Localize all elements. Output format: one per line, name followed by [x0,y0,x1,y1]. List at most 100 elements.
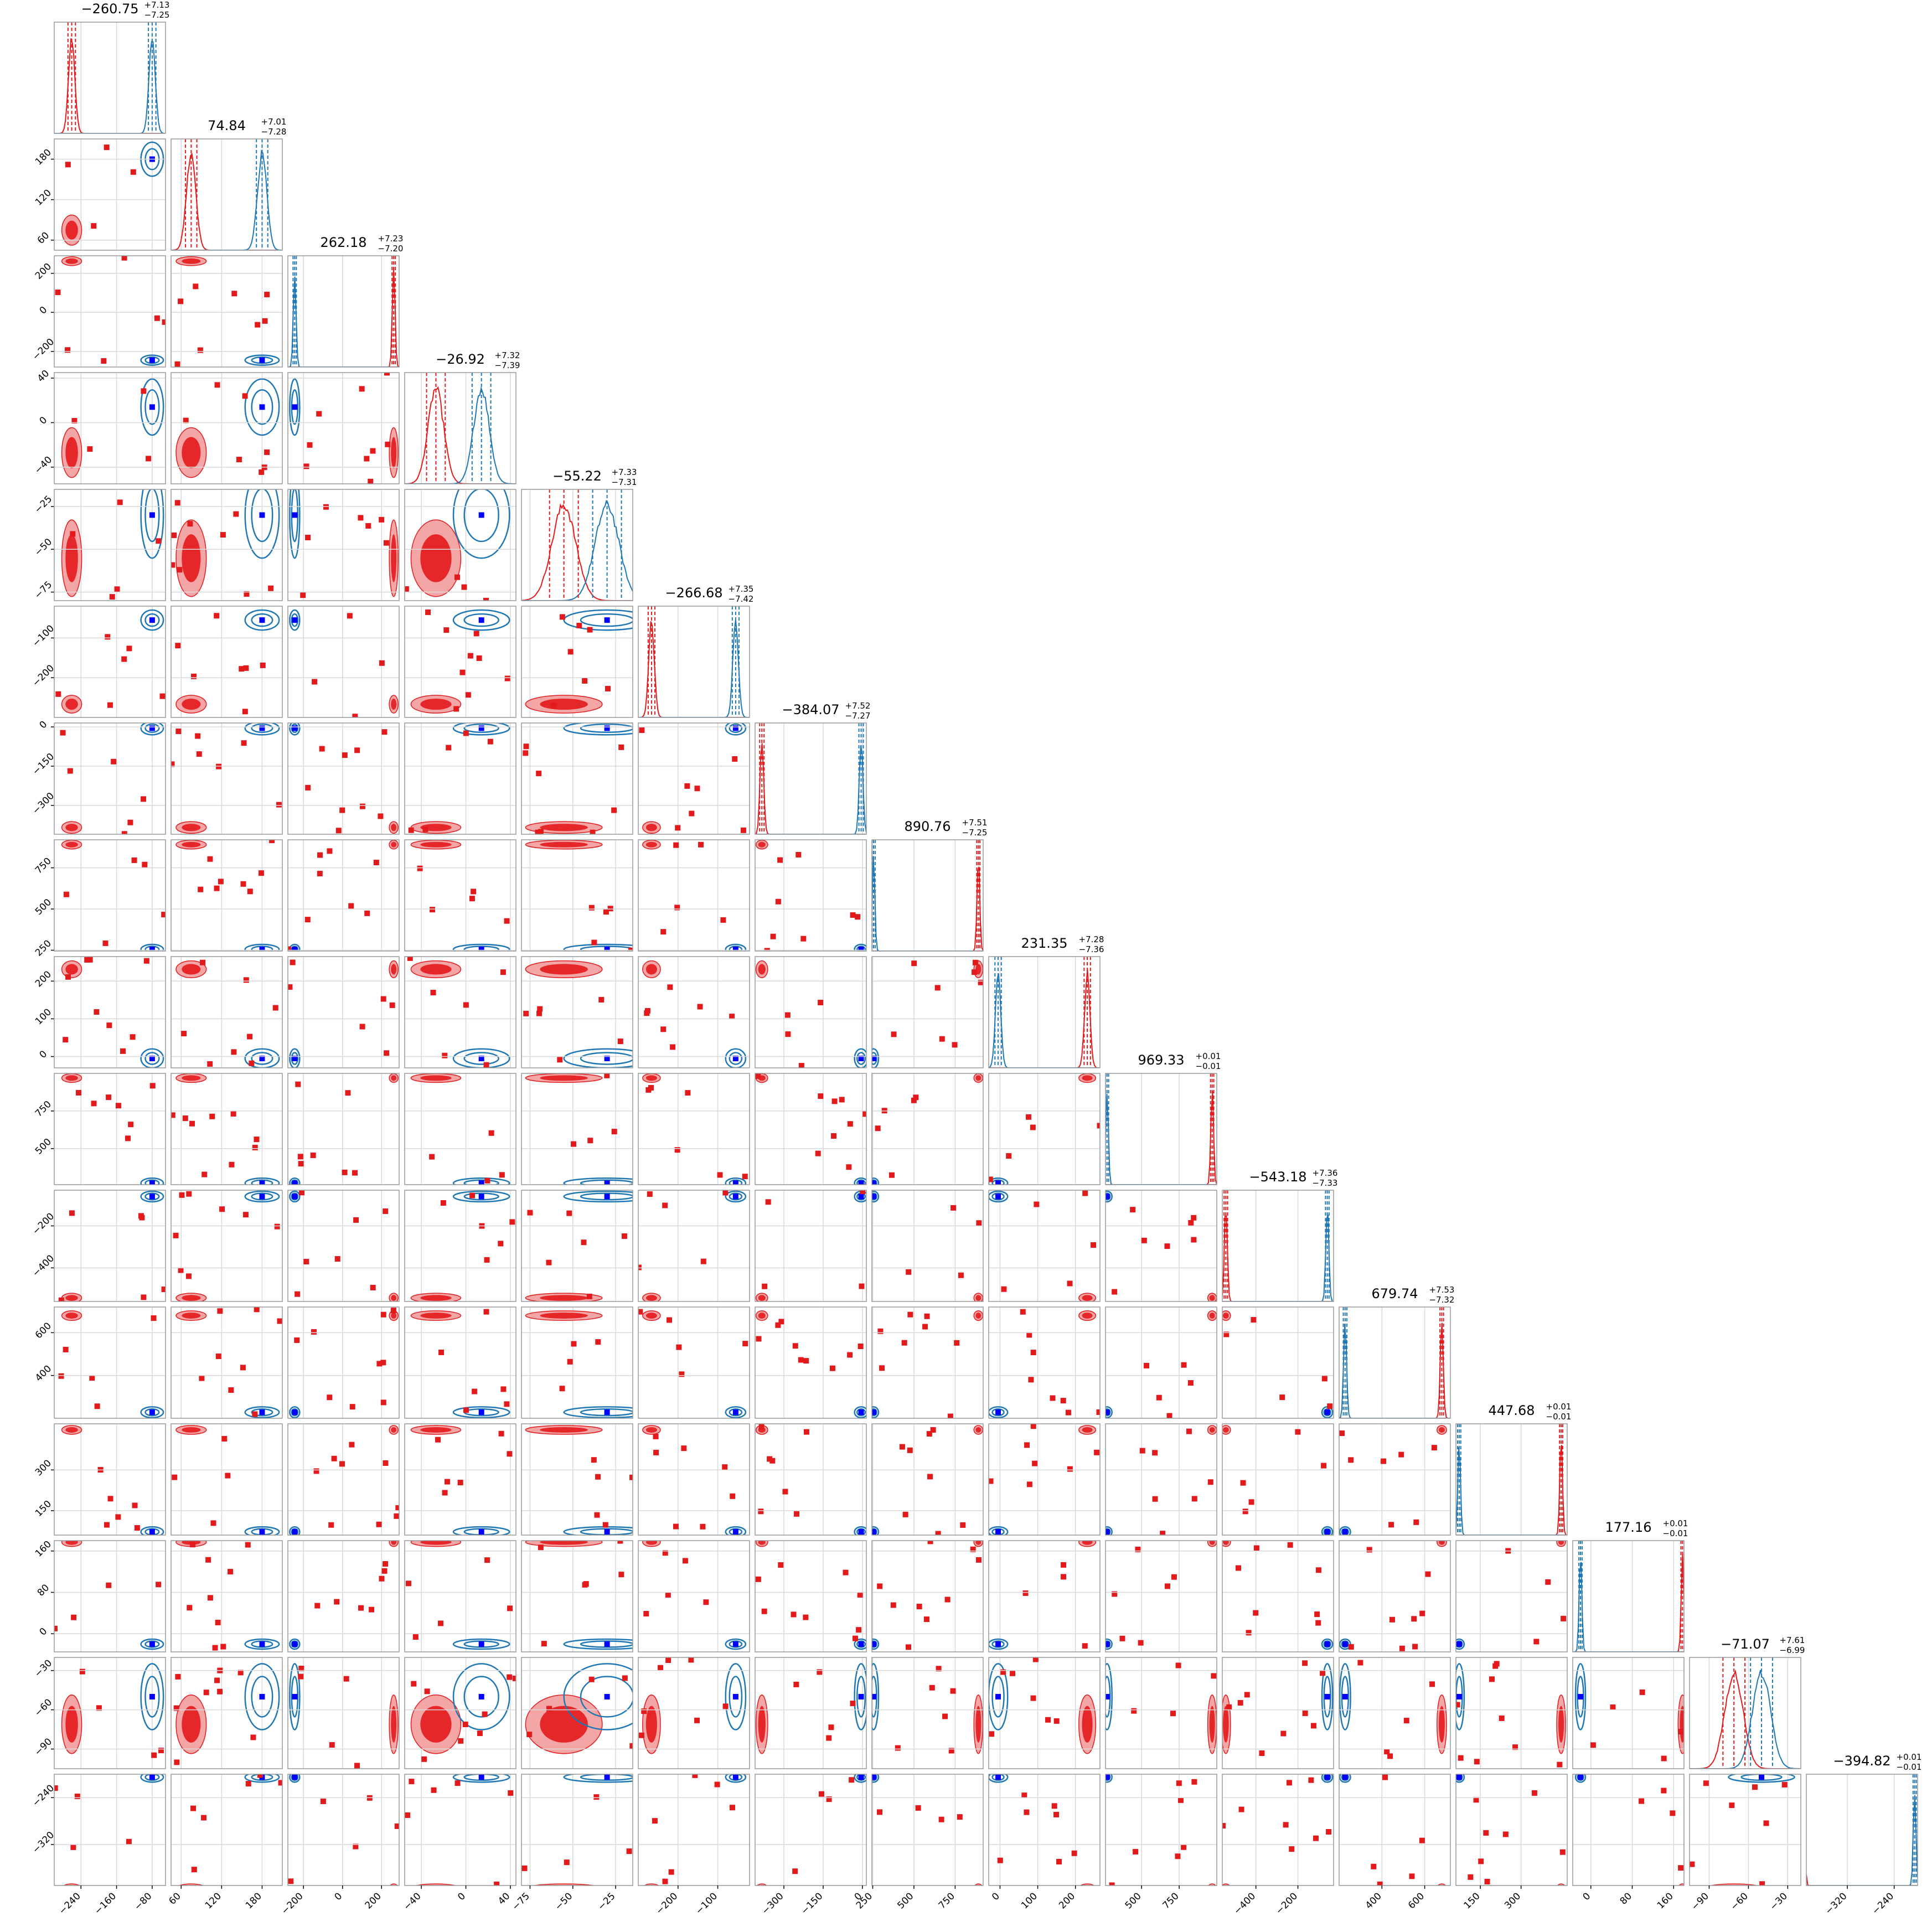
hist-panel-14: −71.07 +7.61−6.99 [1689,1635,1805,1769]
hist-red [638,621,750,717]
sample-marker [114,586,120,592]
sample-marker [126,645,132,652]
sample-marker [509,1219,515,1225]
sample-marker [1006,1153,1012,1159]
sample-marker [915,1805,921,1811]
panel-frame [638,839,750,952]
panel-frame [171,722,283,835]
contour-blue-outer [872,1638,880,1650]
sample-marker [1310,1723,1316,1729]
sample-marker [803,1429,809,1435]
contour-red-inner [975,1706,982,1743]
contour-red-inner [645,1541,657,1545]
param-title-down: −7.25 [144,10,170,20]
sample-marker [189,1542,195,1548]
panel-6-3 [404,722,516,835]
blue-marker [995,1774,1001,1780]
sample-marker [590,829,596,834]
contour-blue-outer [452,489,510,559]
param-title: 262.18 [321,235,367,250]
sample-marker [714,1781,720,1788]
blue-marker [995,1529,1001,1535]
sample-marker [141,388,147,394]
panel-8-2 [287,956,400,1068]
sample-marker [262,318,268,324]
contour-blue-inner [144,356,160,364]
xtick-label: −400 [1232,1890,1258,1916]
contour-blue-outer [244,1663,280,1730]
sample-marker [1403,1718,1409,1724]
contour-blue-outer [872,1190,880,1203]
panel-frame [287,956,400,1068]
sample-marker [384,373,390,376]
blue-marker [732,1693,738,1699]
sample-marker [65,974,71,980]
param-title-up: +7.32 [495,350,520,360]
sample-marker [1381,1458,1387,1464]
contour-blue-outer [1728,1774,1795,1783]
sample-marker [242,1212,249,1218]
sample-marker [462,1721,468,1727]
contour-blue-inner [580,1640,633,1648]
hist-red [521,503,633,601]
ytick-label: 80 [35,1582,51,1598]
panel-frame [1806,1774,1918,1886]
xtick-label: −50 [553,1890,575,1913]
panel-frame [287,489,400,601]
sample-marker [860,1190,866,1195]
sample-marker [1191,1496,1197,1502]
sample-marker [316,411,322,417]
sample-marker [778,1562,784,1568]
contour-blue-inner [463,1052,499,1065]
sample-marker [215,1354,221,1360]
blue-marker [259,1194,265,1200]
sample-marker [926,1431,932,1437]
sample-marker [507,1674,513,1680]
contour-blue-inner [729,1676,743,1718]
contour-blue-outer [563,1638,633,1650]
param-title: −260.75 [81,1,138,17]
blue-marker [149,1529,155,1535]
blue-marker [149,617,155,623]
ytick-label: 250 [33,938,54,958]
contour-red-inner [391,1295,397,1301]
sample-marker [587,627,593,633]
sample-marker [684,783,690,789]
sample-marker [412,1634,419,1640]
contour-blue-inner [1323,1640,1331,1648]
contour-red-inner [65,220,78,240]
sample-marker [220,1644,226,1650]
panel-frame [521,489,633,601]
sample-marker [1321,1463,1327,1469]
panel-frame [988,1540,1101,1652]
contour-blue-outer [452,609,510,631]
sample-marker [828,1724,834,1730]
sample-marker [916,1604,922,1610]
sample-marker [638,1732,644,1738]
hist-blue [1456,1447,1567,1535]
contour-red-inner [391,841,397,848]
sample-marker [1071,1850,1077,1856]
param-title-up: +7.52 [845,701,871,711]
blue-marker [1106,1194,1110,1200]
sample-marker [63,1037,69,1043]
sample-marker [240,1365,246,1371]
sample-marker [288,946,291,951]
xtick-label: 400 [1363,1890,1384,1911]
blue-marker [604,1529,610,1535]
contour-blue-outer [140,1774,164,1783]
panel-frame [287,1423,400,1536]
blue-marker [149,1194,155,1200]
contour-blue-outer [289,1048,301,1068]
sample-marker [1280,1730,1287,1737]
sample-marker [328,1522,334,1528]
sample-marker [476,655,482,661]
contour-blue-outer [725,1663,747,1730]
hist-panel-11: 679.74 +7.53−7.32 [1339,1285,1454,1419]
sample-marker [303,463,309,469]
sample-marker [536,1010,543,1016]
panel-frame [404,722,516,835]
sample-marker [1590,1742,1596,1748]
panel-14-10 [1222,1657,1334,1769]
